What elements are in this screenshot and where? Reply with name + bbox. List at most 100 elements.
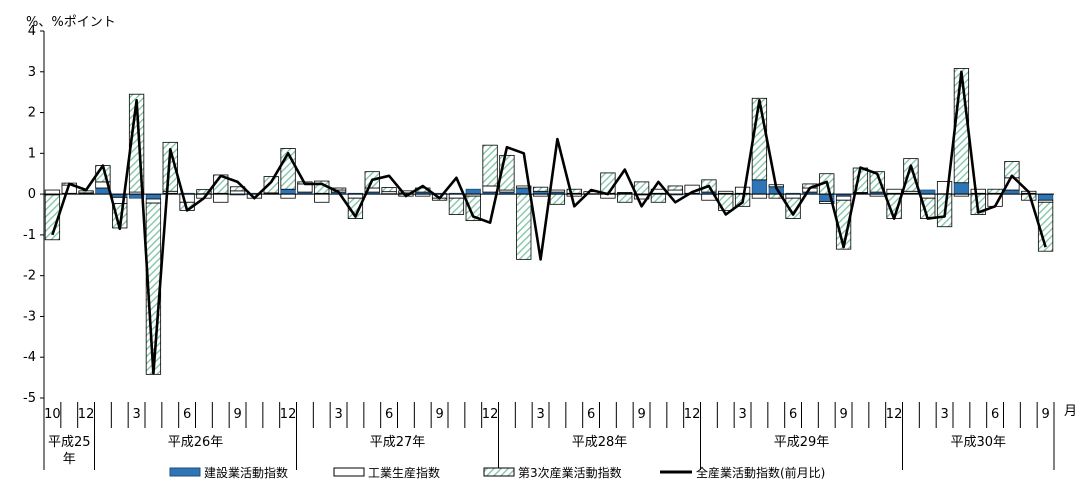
- bar-tertiary: [903, 158, 919, 192]
- month-label: 6: [587, 407, 595, 422]
- month-label: 3: [536, 407, 544, 422]
- bar-tertiary: [381, 187, 397, 193]
- bar-construction: [280, 188, 296, 195]
- y-tick-label: 4: [28, 24, 36, 39]
- y-axis-ticks: 4 3 2 1 0 -1 -2 -3 -4 -5: [23, 24, 45, 406]
- bar-industrial: [213, 193, 229, 203]
- month-label: 9: [637, 407, 645, 422]
- legend-label-construction: 建設業活動指数: [204, 465, 288, 480]
- month-label: 3: [940, 407, 948, 422]
- legend-swatch-industrial: [333, 467, 365, 477]
- bar-tertiary: [600, 172, 616, 194]
- y-tick-label: -2: [23, 269, 36, 284]
- legend-swatch-tertiary: [483, 467, 515, 477]
- total-line-series: [51, 70, 1047, 375]
- bar-tertiary: [465, 195, 481, 222]
- month-label: 6: [991, 407, 999, 422]
- bar-construction: [1037, 193, 1054, 201]
- bar-tertiary: [44, 194, 61, 241]
- month-label: 6: [385, 407, 393, 422]
- bar-tertiary: [549, 193, 566, 205]
- bar-industrial: [667, 189, 683, 195]
- bar-tertiary: [987, 188, 1003, 194]
- month-label: 3: [738, 407, 746, 422]
- month-label: 12: [280, 407, 297, 422]
- bar-industrial: [734, 186, 751, 194]
- bar-construction: [920, 189, 936, 195]
- month-label: 9: [435, 407, 443, 422]
- x-axis: 10 12 3 6 9 12 3 6 9 12 3 6 9 12 3 6 9 12 3 6 9 平成25 年 平成26年 平成2…: [43, 398, 1055, 470]
- month-label: 9: [233, 407, 241, 422]
- x-axis-unit-label: 月: [1064, 404, 1077, 419]
- y-tick-label: -1: [23, 228, 36, 243]
- total-line: [51, 70, 1047, 375]
- month-label: 10: [44, 407, 61, 422]
- bar-industrial: [448, 193, 465, 199]
- bar-industrial: [886, 188, 902, 194]
- month-label: 9: [839, 407, 847, 422]
- month-label: 12: [78, 407, 95, 422]
- bar-tertiary: [263, 176, 279, 194]
- bar-construction: [751, 179, 768, 195]
- bar-industrial: [718, 190, 734, 194]
- y-tick-label: 0: [28, 187, 36, 202]
- bar-industrial: [751, 193, 768, 199]
- bar-tertiary: [566, 188, 582, 194]
- bar-tertiary: [785, 197, 801, 219]
- bar-construction: [953, 182, 970, 195]
- bar-tertiary: [448, 197, 465, 215]
- year-label: 平成27年: [370, 435, 426, 450]
- y-tick-label: -4: [23, 350, 36, 365]
- month-label: 12: [886, 407, 903, 422]
- bar-tertiary: [650, 193, 667, 203]
- month-label: 3: [132, 407, 140, 422]
- month-label: 3: [334, 407, 342, 422]
- year-label: 平成28年: [572, 435, 628, 450]
- bar-industrial: [280, 193, 296, 199]
- legend-label-industrial: 工業生産指数: [368, 465, 440, 480]
- bar-construction: [465, 188, 481, 195]
- bar-tertiary: [482, 144, 498, 187]
- bar-construction: [145, 193, 162, 200]
- bar-industrial: [785, 193, 801, 199]
- bar-tertiary: [617, 193, 633, 203]
- year-label: 平成30年: [950, 435, 1006, 450]
- bar-industrial: [482, 185, 498, 193]
- bar-industrial: [314, 193, 330, 203]
- legend: 建設業活動指数 工業生産指数 第3次産業活動指数 全産業活動指数(前月比): [169, 465, 825, 480]
- bar-industrial: [920, 193, 936, 199]
- bar-construction: [1004, 189, 1020, 195]
- bar-industrial: [145, 198, 162, 204]
- bar-tertiary: [751, 97, 768, 181]
- bar-industrial: [617, 192, 633, 194]
- year-label-suffix: 年: [63, 452, 76, 467]
- bar-tertiary: [532, 186, 549, 192]
- month-label: 9: [1041, 407, 1049, 422]
- legend-label-total: 全産業活動指数(前月比): [696, 465, 825, 480]
- bar-industrial: [970, 188, 986, 194]
- year-label: 平成29年: [774, 435, 830, 450]
- bar-industrial: [819, 201, 835, 204]
- legend-swatch-construction: [169, 467, 201, 477]
- month-label: 12: [684, 407, 701, 422]
- bar-series: [44, 68, 1054, 375]
- legend-label-tertiary: 第3次産業活動指数: [518, 465, 622, 480]
- bar-industrial: [44, 189, 61, 195]
- month-label: 6: [789, 407, 797, 422]
- bar-industrial: [549, 189, 566, 193]
- year-label: 平成26年: [168, 435, 224, 450]
- y-tick-label: 1: [28, 146, 36, 161]
- y-tick-label: 2: [28, 106, 36, 121]
- bar-industrial: [347, 193, 364, 199]
- year-label: 平成25: [48, 435, 91, 450]
- month-label: 12: [482, 407, 499, 422]
- y-tick-label: 3: [28, 65, 36, 80]
- bar-tertiary: [516, 193, 532, 260]
- month-label: 6: [183, 407, 191, 422]
- y-axis-label: %、%ポイント: [26, 15, 116, 30]
- y-tick-label: -3: [23, 309, 36, 324]
- bar-tertiary: [667, 185, 683, 191]
- y-tick-label: -5: [23, 391, 36, 406]
- bar-industrial: [516, 185, 532, 189]
